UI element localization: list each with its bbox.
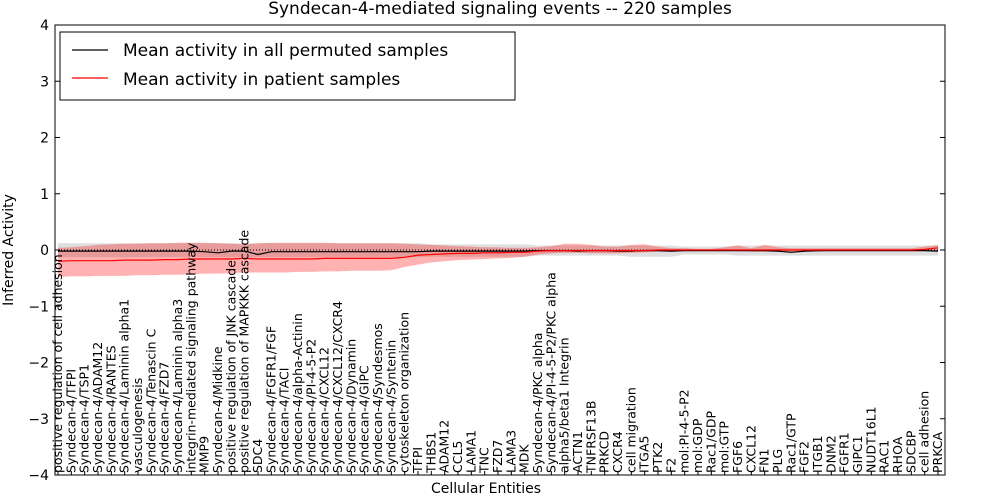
x-tick-label: LAMA1: [463, 430, 478, 473]
x-tick-label: cell migration: [623, 387, 638, 473]
line-permuted-mean: [58, 250, 939, 256]
plot-frame: [54, 24, 946, 476]
x-tick-label: FN1: [757, 449, 772, 474]
legend: Mean activity in all permuted samples Me…: [59, 31, 516, 101]
x-tick-label: ADAM12: [437, 420, 452, 473]
x-tick-label: positive regulation of cell adhesion: [50, 254, 65, 473]
x-tick-label: Syndecan-4/Syndesmos: [370, 323, 385, 473]
x-tick-label: Syndecan-4/FZD7: [157, 362, 172, 473]
x-tick-label: Syndecan-4/PKC alpha: [530, 333, 545, 473]
x-tick-label: mol:GTP: [717, 421, 732, 473]
x-tick-label: F2: [663, 458, 678, 473]
x-tick-label: Syndecan-4/CXCL12: [317, 347, 332, 473]
x-tick-label: PRKCA: [930, 432, 945, 473]
x-tick-label: Rac1/GTP: [783, 413, 798, 473]
legend-box: [59, 31, 516, 101]
band-permuted: [58, 243, 938, 258]
x-tick-label: Syndecan-4/Midkine: [210, 346, 225, 473]
x-tick-label: vasculogenesis: [130, 378, 145, 473]
x-tick-label: Syndecan-4/RANTES: [103, 345, 118, 473]
x-tick-label: cell adhesion: [917, 391, 932, 473]
x-tick-label: PLG: [770, 449, 785, 473]
x-tick-label: Syndecan-4/Laminin alpha1: [117, 299, 132, 473]
x-tick-label: CCL5: [450, 441, 465, 473]
x-tick-label: MDK: [517, 444, 532, 473]
x-tick-label: RHOA: [890, 436, 905, 473]
x-tick-label: Syndecan-4/CXCL12/CXCR4: [330, 301, 345, 473]
x-tick-label: Syndecan-4/FGFR1/FGF: [263, 326, 278, 473]
x-tick-label: PRKCD: [597, 431, 612, 473]
series-lines: [57, 247, 939, 262]
x-tick-label: Syndecan-4/Laminin alpha3: [170, 299, 185, 473]
x-tick-label: Syndecan-4/TACI: [277, 368, 292, 473]
y-tick-label: 0: [40, 243, 49, 259]
y-axis-ticks: 4 3 2 1 0 −1 −2 −3 −4: [28, 18, 945, 484]
x-tick-label: PTK2: [650, 442, 665, 473]
x-tick-label: Rac1/GDP: [703, 411, 718, 473]
x-tick-label: FZD7: [490, 440, 505, 473]
x-tick-label: CXCR4: [610, 431, 625, 473]
x-tick-label: Syndecan-4/ADAM12: [90, 342, 105, 473]
x-tick-label: GIPC1: [850, 435, 865, 473]
x-tick-label: SDCBP: [903, 430, 918, 473]
y-tick-label: −2: [28, 356, 49, 372]
x-tick-label: Syndecan-4/Tenascin C: [143, 328, 158, 473]
x-tick-label: positive regulation of MAPKKK cascade: [237, 230, 252, 473]
x-tick-label: integrin-mediated signaling pathway: [183, 242, 198, 473]
y-axis-label: Inferred Activity: [1, 194, 17, 306]
x-tick-label: NUDT16L1: [863, 406, 878, 473]
x-tick-label: RAC1: [877, 440, 892, 473]
x-tick-label: CXCL12: [743, 425, 758, 473]
x-tick-label: SDC4: [250, 439, 265, 473]
line-patient-mean: [57, 247, 939, 262]
x-tick-label: TNFRSF13B: [583, 400, 598, 473]
x-tick-label: mol:PI-4-5-P2: [677, 389, 692, 473]
x-tick-label: Syndecan-4/alpha-Actinin: [290, 313, 305, 473]
x-tick-label: Syndecan-4/Dynamin: [343, 339, 358, 473]
y-tick-label: −1: [28, 299, 49, 315]
x-tick-label: Syndecan-4/PI-4-5-P2: [303, 339, 318, 473]
x-tick-label: ACTN1: [570, 431, 585, 473]
x-tick-label: Syndecan-4/TSP1: [77, 364, 92, 473]
legend-label-patient: Mean activity in patient samples: [123, 70, 400, 90]
y-tick-label: 4: [40, 18, 49, 34]
x-tick-labels: positive regulation of cell adhesionSynd…: [50, 230, 945, 475]
x-axis-label: Cellular Entities: [431, 481, 541, 497]
x-tick-label: FGF6: [730, 441, 745, 473]
x-tick-label: Syndecan-4/PI-4-5-P2/PKC alpha: [543, 272, 558, 473]
y-tick-label: 2: [40, 131, 49, 147]
y-tick-label: 1: [40, 187, 49, 203]
x-tick-label: Syndecan-4/GIPC: [357, 365, 372, 473]
x-tick-label: TNC: [477, 447, 492, 474]
x-tick-label: positive regulation of JNK cascade: [223, 260, 238, 473]
x-tick-label: TFPI: [410, 447, 425, 474]
y-tick-label: −4: [28, 468, 49, 484]
x-tick-label: mol:GDP: [690, 418, 705, 473]
x-tick-label: Syndecan-4/Syntenin: [383, 340, 398, 473]
x-tick-label: ITGB1: [810, 435, 825, 473]
legend-label-permuted: Mean activity in all permuted samples: [123, 41, 448, 61]
x-tick-label: FGF2: [797, 441, 812, 473]
x-tick-label: ITGA5: [637, 436, 652, 474]
x-tick-label: DNM2: [823, 435, 838, 473]
x-tick-label: cytoskeleton organization: [397, 312, 412, 473]
y-tick-label: −3: [28, 412, 49, 428]
x-tick-label: Syndecan-4/TFPI: [63, 369, 78, 473]
x-tick-label: alpha5/beta1 Integrin: [557, 337, 572, 473]
x-tick-label: FGFR1: [837, 432, 852, 473]
y-tick-label: 3: [40, 74, 49, 90]
x-tick-label: MMP9: [197, 436, 212, 473]
x-tick-label: THBS1: [423, 432, 438, 474]
x-tick-label: LAMA3: [503, 430, 518, 473]
chart-title: Syndecan-4-mediated signaling events -- …: [268, 0, 732, 19]
